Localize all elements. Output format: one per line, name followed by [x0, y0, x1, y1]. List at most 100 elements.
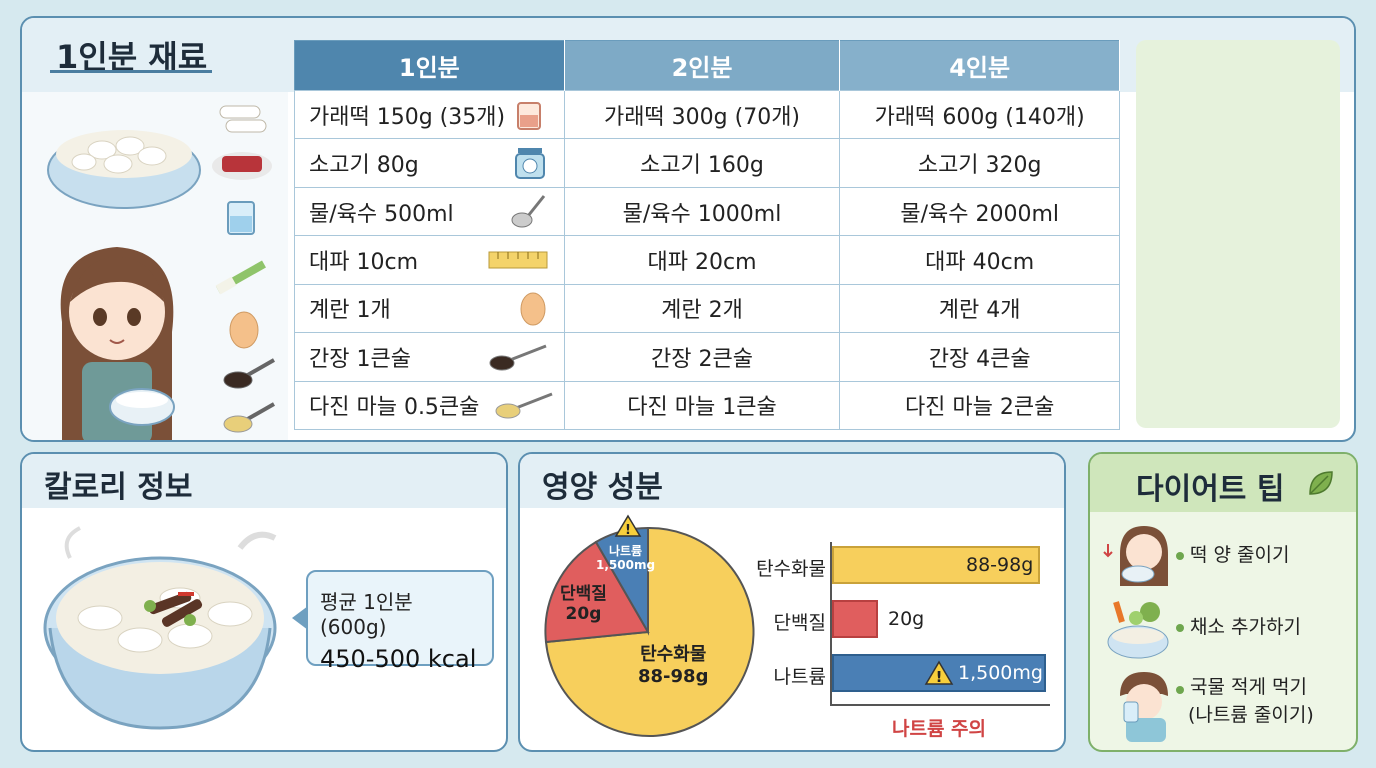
cell-2-serving: 다진 마늘 1큰술 — [563, 380, 841, 431]
tip-item: 떡 양 줄이기 — [1098, 520, 1350, 590]
rice-cake-icon — [219, 105, 267, 133]
bar-axis — [830, 542, 832, 706]
table-row: 계란 1개 계란 2개 계란 4개 — [294, 283, 1120, 334]
nutrition-pie-chart: ! — [544, 514, 755, 737]
svg-text:!: ! — [936, 668, 943, 686]
soy-sauce-spoon-icon — [223, 358, 275, 389]
boy-drinking-icon — [1120, 672, 1168, 742]
bar-protein — [832, 600, 878, 638]
tip-label-sub: (나트륨 줄이기) — [1188, 704, 1314, 726]
kcal-value: 450-500 kcal — [320, 645, 477, 673]
pie-label-protein: 단백질 20g — [560, 584, 607, 624]
cell-1-serving: 가래떡 150g (35개) — [309, 104, 506, 130]
ruler-icon — [488, 251, 548, 269]
svg-text:!: ! — [625, 523, 631, 538]
table-row: 대파 10cm 대파 20cm 대파 40cm — [294, 235, 1120, 285]
egg-icon — [520, 292, 546, 326]
warning-icon: ! — [614, 514, 642, 538]
calorie-panel: 칼로리 정보 평균 1인분 (600g) 450-500 kcal — [20, 452, 508, 752]
leaf-icon — [1309, 471, 1333, 495]
ingredients-panel: 1인분 재료 — [20, 16, 1356, 442]
nutrition-title: 영양 성분 — [542, 470, 663, 505]
tip-bullet — [1176, 624, 1184, 632]
garlic-spoon-icon — [223, 402, 275, 433]
nutrition-header — [520, 454, 1064, 508]
ingredients-title: 1인분 재료 — [56, 38, 208, 76]
ladle-icon — [511, 194, 545, 228]
table-row: 가래떡 150g (35개) 가래떡 300g (70개) 가래떡 600g (… — [294, 89, 1120, 140]
rice-cake-bowl-icon — [47, 130, 201, 209]
callout-tail — [292, 606, 308, 630]
bar-label-carb: 탄수화물 — [756, 558, 826, 580]
tip-bullet — [1176, 552, 1184, 560]
cell-2-serving: 가래떡 300g (70개) — [563, 89, 841, 140]
title-underline — [50, 70, 212, 73]
soy-sauce-spoon-icon — [489, 344, 547, 371]
pie-slice-protein — [544, 540, 650, 644]
tip-label: 국물 적게 먹기 — [1190, 676, 1307, 698]
table-row: 소고기 80g 소고기 160g 소고기 320g — [294, 138, 1120, 188]
column-header-4: 4인분 — [839, 40, 1120, 91]
illustration-area — [22, 92, 288, 440]
cell-1-serving: 다진 마늘 0.5큰술 — [309, 395, 480, 421]
nutrition-panel: 영양 성분 ! 나트륨 1,500mg 단백질 20g 탄수화물 88-98g … — [518, 452, 1066, 752]
cell-1-serving: 소고기 80g — [309, 153, 419, 179]
girl-eating-icon — [1103, 526, 1168, 586]
bar-value-protein: 20g — [888, 608, 925, 630]
pie-label-carb: 탄수화물 88-98g — [638, 644, 709, 687]
bar-carb — [832, 546, 1040, 584]
cell-2-serving: 물/육수 1000ml — [563, 186, 841, 237]
ingredients-table: 1인분 2인분 4인분 가래떡 150g (35개) 가래떡 300g (70개… — [294, 40, 1120, 431]
cell-4-serving: 물/육수 2000ml — [839, 186, 1120, 237]
tip-label: 떡 양 줄이기 — [1190, 544, 1290, 566]
cell-2-serving: 소고기 160g — [563, 138, 841, 188]
cell-4-serving: 가래떡 600g (140개) — [839, 89, 1120, 140]
diet-title: 다이어트 팁 — [1136, 472, 1285, 507]
warning-icon: ! — [924, 660, 954, 686]
empty-green-box — [1136, 40, 1340, 428]
calorie-title: 칼로리 정보 — [44, 470, 193, 505]
bar-value-sodium: 1,500mg — [958, 662, 1043, 684]
cell-1-serving: 계란 1개 — [309, 298, 391, 324]
vegetable-bowl-icon — [1107, 601, 1169, 659]
tip-item: 국물 적게 먹기 (나트륨 줄이기) — [1098, 664, 1350, 742]
bar-value-carb: 88-98g — [966, 554, 1034, 576]
tip-label: 채소 추가하기 — [1190, 616, 1301, 638]
egg-icon — [229, 311, 259, 349]
girl-icon — [60, 247, 175, 440]
diet-tips-panel: 다이어트 팁 떡 양 줄이기 채소 추가하기 — [1088, 452, 1358, 752]
cell-1-serving: 대파 10cm — [309, 249, 418, 275]
serving-size: 평균 1인분 (600g) — [320, 590, 413, 639]
cell-4-serving: 소고기 320g — [839, 138, 1120, 188]
bar-baseline — [830, 704, 1050, 706]
cell-1-serving: 간장 1큰술 — [309, 346, 411, 372]
cell-2-serving: 계란 2개 — [563, 283, 841, 334]
tip-item: 채소 추가하기 — [1098, 592, 1350, 662]
calorie-callout: 평균 1인분 (600g) 450-500 kcal — [306, 570, 494, 673]
bar-label-protein: 단백질 — [773, 612, 826, 634]
cell-4-serving: 계란 4개 — [839, 283, 1120, 334]
measuring-cup-icon — [516, 101, 541, 130]
scale-icon — [514, 148, 545, 180]
column-header-1: 1인분 — [294, 40, 565, 91]
cell-4-serving: 다진 마늘 2큰술 — [839, 380, 1120, 431]
pie-label-sodium: 나트륨 1,500mg — [596, 544, 656, 572]
cell-2-serving: 대파 20cm — [563, 235, 841, 285]
table-row: 간장 1큰술 간장 2큰술 간장 4큰술 — [294, 332, 1120, 382]
cell-2-serving: 간장 2큰술 — [563, 332, 841, 382]
column-header-2: 2인분 — [564, 40, 841, 91]
girl-with-bowl-illustration — [47, 130, 201, 440]
garlic-spoon-icon — [495, 392, 553, 419]
cell-4-serving: 간장 4큰술 — [839, 332, 1120, 382]
table-row: 물/육수 500ml 물/육수 1000ml 물/육수 2000ml — [294, 186, 1120, 237]
sodium-warning-text: 나트륨 주의 — [892, 718, 987, 740]
table-header-row: 1인분 2인분 4인분 — [294, 40, 1120, 91]
tteokguk-bowl-icon — [43, 526, 277, 730]
pie-slice-carb — [544, 526, 755, 737]
beef-icon — [212, 152, 272, 180]
green-onion-icon — [215, 260, 266, 295]
bar-label-sodium: 나트륨 — [773, 666, 826, 688]
cell-4-serving: 대파 40cm — [839, 235, 1120, 285]
measuring-cup-icon — [227, 201, 255, 235]
cell-1-serving: 물/육수 500ml — [309, 201, 454, 227]
